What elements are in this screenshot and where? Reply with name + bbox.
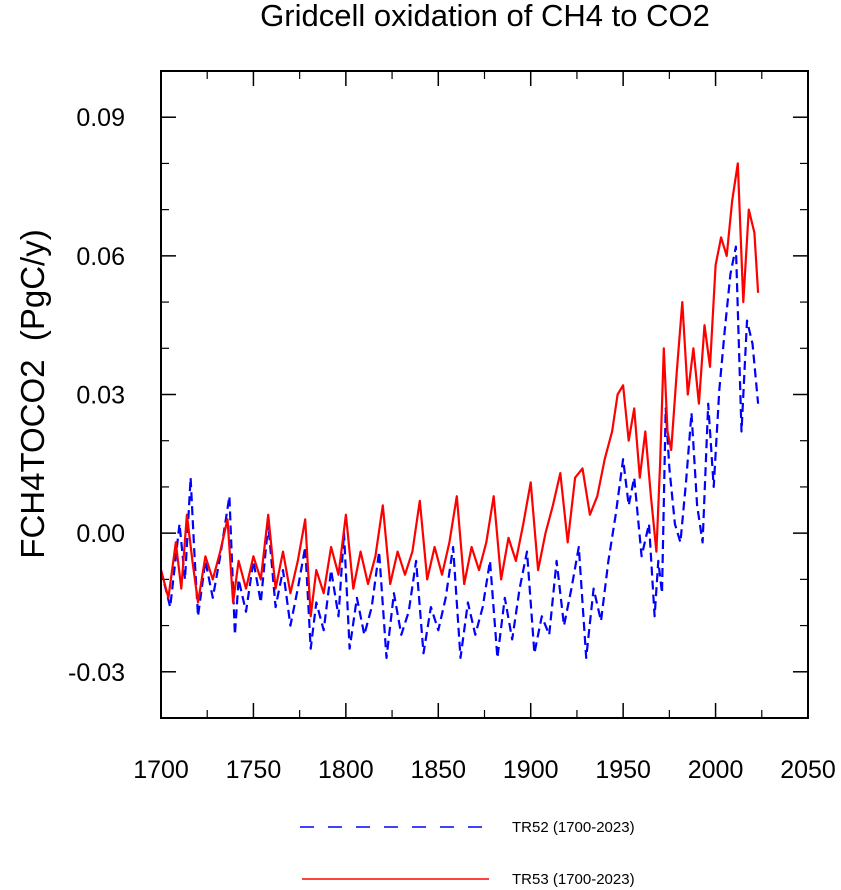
- series-layer: [159, 162, 760, 660]
- x-tick-label: 1900: [503, 756, 559, 784]
- x-tick-label: 1850: [410, 756, 466, 784]
- series-line-tr53: [159, 162, 760, 618]
- x-tick-label: 2000: [688, 756, 744, 784]
- x-tick-label: 1950: [595, 756, 651, 784]
- series-line-tr52: [159, 245, 760, 660]
- y-axis-label: FCH4TOCO2 (PgC/y): [14, 229, 51, 558]
- legend-label-tr53: TR53 (1700-2023): [512, 871, 635, 888]
- chart-title: Gridcell oxidation of CH4 to CO2: [260, 0, 710, 33]
- x-tick-label: 1800: [318, 756, 374, 784]
- tick-marks: [160, 70, 809, 719]
- legend: TR52 (1700-2023) TR53 (1700-2023): [300, 819, 635, 888]
- plot-frame: [160, 70, 809, 719]
- x-tick-label: 1750: [226, 756, 282, 784]
- y-tick-label: 0.06: [76, 243, 125, 271]
- y-tick-label: -0.03: [68, 659, 125, 687]
- tick-labels: 1700 1750 1800 1850 1900 1950 2000 2050 -0.03 0.0…: [68, 104, 836, 784]
- y-tick-label: 0.09: [76, 104, 125, 132]
- x-tick-label: 2050: [780, 756, 836, 784]
- y-tick-label: 0.00: [76, 520, 125, 548]
- y-tick-label: 0.03: [76, 382, 125, 410]
- legend-label-tr52: TR52 (1700-2023): [512, 819, 635, 836]
- x-tick-label: 1700: [133, 756, 189, 784]
